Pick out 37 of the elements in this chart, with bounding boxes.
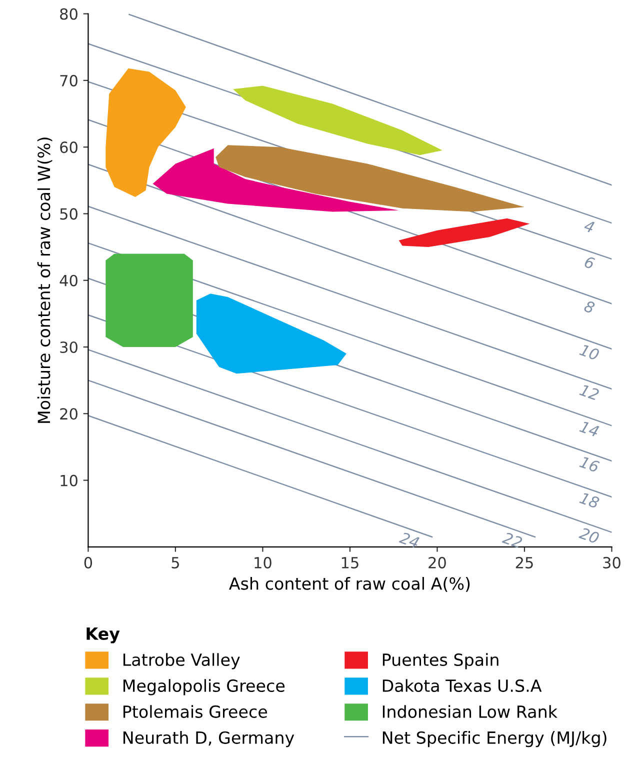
x-tick-label: 25	[516, 556, 533, 568]
text: 14	[579, 420, 600, 438]
text: 10	[579, 344, 600, 361]
y-axis-title: Moisture content of raw coal W(%)	[37, 138, 52, 423]
y-tick-label: 10	[60, 474, 78, 486]
x-tick-label: 30	[603, 556, 620, 568]
y-tick-label: 70	[60, 74, 78, 86]
legend-label: Net Specific Energy (MJ/kg)	[382, 731, 606, 748]
x-tick-label: 20	[428, 556, 446, 568]
x-tick-label: 10	[254, 556, 272, 568]
y-tick-label: 40	[60, 274, 78, 286]
legend-label: Ptolemais Greece	[123, 705, 268, 718]
x-tick-label: 5	[172, 557, 179, 568]
y-tick-label: 20	[60, 408, 78, 420]
text: 22	[502, 532, 523, 548]
legend-label: Neurath D, Germany	[123, 731, 294, 748]
text: 20	[578, 526, 600, 544]
x-tick-label: 15	[342, 557, 358, 568]
text: 4	[583, 220, 595, 233]
text: 16	[579, 456, 600, 473]
text: 18	[579, 492, 600, 509]
y-tick-label: 80	[60, 8, 78, 20]
legend-title: Key	[86, 628, 120, 644]
text: 6	[584, 256, 596, 270]
legend-label: Puentes Spain	[382, 653, 498, 670]
y-tick-label: 30	[60, 341, 78, 354]
legend-label: Latrobe Valley	[123, 653, 240, 670]
y-tick-label: 60	[60, 142, 78, 154]
y-tick-label: 50	[60, 208, 78, 220]
legend-label: Indonesian Low Rank	[382, 705, 558, 718]
text: 8	[583, 300, 596, 314]
x-tick-label: 0	[84, 556, 92, 568]
legend-label: Megalopolis Greece	[123, 679, 285, 696]
text: 12	[579, 384, 600, 400]
text: 24	[398, 531, 420, 548]
x-axis-title: Ash content of raw coal A(%)	[229, 576, 470, 592]
legend-label: Dakota Texas U.S.A	[382, 679, 542, 692]
